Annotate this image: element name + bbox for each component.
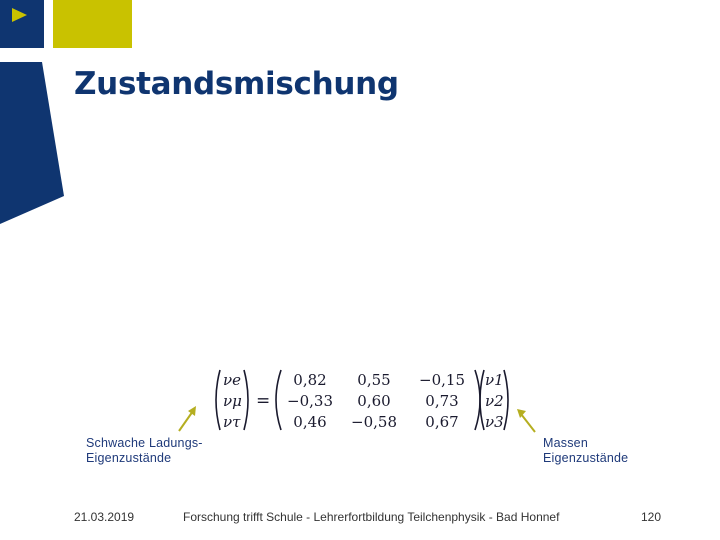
corner-decoration — [0, 0, 132, 224]
lhs-left-paren — [215, 369, 221, 431]
mass-eigenstates-line1: Massen — [543, 436, 588, 450]
yellow-corner-box — [53, 0, 132, 48]
play-button[interactable] — [0, 0, 44, 48]
matrix-cell-r3c1: 0,46 — [293, 413, 326, 431]
equals-sign: = — [256, 391, 270, 411]
footer-event-title: Forschung trifft Schule - Lehrerfortbild… — [183, 510, 560, 524]
matrix-cell-r2c1: −0,33 — [287, 392, 333, 410]
matrix-cell-r3c3: 0,67 — [425, 413, 458, 431]
slide-title: Zustandsmischung — [74, 66, 399, 102]
footer-date: 21.03.2019 — [74, 510, 135, 524]
matrix-cell-r3c2: −0,58 — [351, 413, 397, 431]
weak-eigenstates-line2: Eigenzustände — [86, 451, 172, 465]
lhs-nu-tau: ντ — [223, 413, 241, 431]
rhs-nu-3: ν3 — [485, 413, 504, 431]
mixing-equation: νe νμ ντ = 0,82 0,55 −0,15 −0,33 0,60 0,… — [215, 369, 509, 431]
rhs-left-paren — [479, 369, 485, 431]
rhs-nu-1: ν1 — [485, 371, 504, 389]
mass-eigenstates-label: Massen Eigenzustände — [543, 436, 628, 466]
rhs-right-paren — [503, 369, 509, 431]
mass-eigenstates-line2: Eigenzustände — [543, 451, 629, 465]
matrix-cell-r1c3: −0,15 — [419, 371, 465, 389]
matrix-left-paren — [275, 369, 282, 431]
rhs-nu-2: ν2 — [485, 392, 504, 410]
lhs-right-paren — [243, 369, 249, 431]
weak-eigenstates-label: Schwache Ladungs- Eigenzustände — [86, 436, 203, 466]
play-triangle-icon — [12, 8, 27, 22]
lhs-nu-e: νe — [223, 371, 241, 389]
left-arrow-icon — [178, 406, 196, 432]
slide-number: 120 — [641, 510, 662, 524]
matrix-cell-r1c1: 0,82 — [293, 371, 326, 389]
matrix-cell-r1c2: 0,55 — [357, 371, 390, 389]
navy-corner-box — [0, 0, 44, 48]
navy-side-band — [0, 62, 64, 224]
weak-eigenstates-line1: Schwache Ladungs- — [86, 436, 203, 450]
matrix-cell-r2c2: 0,60 — [357, 392, 390, 410]
right-arrow-icon — [517, 409, 536, 433]
lhs-nu-mu: νμ — [223, 392, 242, 410]
matrix-cell-r2c3: 0,73 — [425, 392, 458, 410]
